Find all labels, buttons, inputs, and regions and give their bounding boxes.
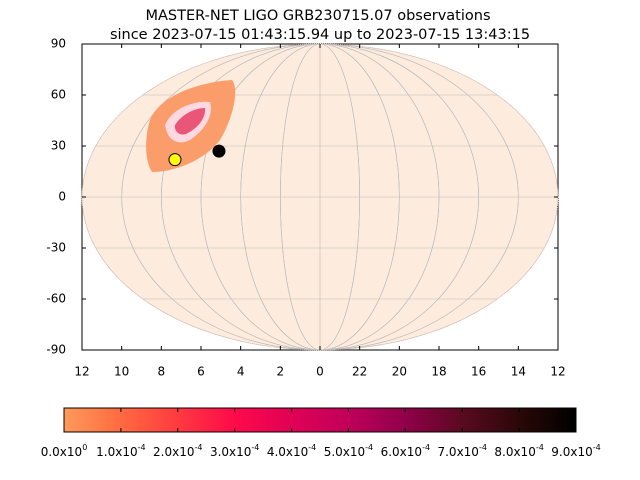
chart-subtitle: since 2023-07-15 01:43:15.94 up to 2023-… <box>110 27 530 43</box>
x-tick-label: 4 <box>237 365 245 379</box>
y-tick-label: 90 <box>51 37 66 51</box>
x-tick-label: 12 <box>550 365 565 379</box>
colorbar-tick-label: 5.0x10-4 <box>324 443 373 459</box>
observation-point <box>168 153 182 167</box>
tick-mantissa: 8.0x10 <box>494 445 535 459</box>
colorbar-tick-label: 0.0x100 <box>41 443 88 459</box>
colorbar-scale <box>63 407 577 433</box>
x-tick-label: 10 <box>114 365 129 379</box>
x-tick-label: 16 <box>471 365 486 379</box>
y-tick-label: 0 <box>58 190 66 204</box>
tick-mantissa: 2.0x10 <box>153 445 194 459</box>
x-tick-label: 18 <box>431 365 446 379</box>
tick-exponent: -4 <box>422 443 430 452</box>
x-tick-label: 20 <box>392 365 407 379</box>
colorbar-tick-label: 6.0x10-4 <box>381 443 430 459</box>
observation-point <box>212 144 226 158</box>
colorbar-tick-label: 8.0x10-4 <box>494 443 543 459</box>
colorbar-tick-label: 4.0x10-4 <box>267 443 316 459</box>
tick-mantissa: 9.0x10 <box>551 445 592 459</box>
grid-line <box>121 44 519 350</box>
tick-exponent: -4 <box>251 443 259 452</box>
x-tick-label: 14 <box>511 365 526 379</box>
grid-line <box>240 44 400 350</box>
chart-title: MASTER-NET LIGO GRB230715.07 observation… <box>145 8 490 24</box>
grid <box>82 44 558 350</box>
tick-exponent: -4 <box>593 443 601 452</box>
colorbar-tick-label: 9.0x10-4 <box>551 443 600 459</box>
x-tick-label: 12 <box>74 365 89 379</box>
x-tick-label: 0 <box>316 365 324 379</box>
x-tick-label: 2 <box>277 365 285 379</box>
x-tick-label: 22 <box>352 365 367 379</box>
grid-line <box>161 44 479 350</box>
tick-exponent: -4 <box>138 443 146 452</box>
y-tick-label: 60 <box>51 88 66 102</box>
colorbar-tick-label: 3.0x10-4 <box>210 443 259 459</box>
x-tick-label: 8 <box>158 365 166 379</box>
colorbar-tick-label: 7.0x10-4 <box>437 443 486 459</box>
tick-exponent: -4 <box>479 443 487 452</box>
tick-mantissa: 5.0x10 <box>324 445 365 459</box>
y-tick-label: 30 <box>51 139 66 153</box>
region-core <box>174 108 206 135</box>
tick-mantissa: 3.0x10 <box>210 445 251 459</box>
colorbar-tick-label: 2.0x10-4 <box>153 443 202 459</box>
tick-mantissa: 0.0x10 <box>41 445 82 459</box>
tick-mantissa: 1.0x10 <box>96 445 137 459</box>
tick-exponent: -4 <box>365 443 373 452</box>
colorbar: 0.0x100 1.0x10-4 2.0x10-4 3.0x10-4 4.0x10-4 5… <box>41 407 601 459</box>
grid-line <box>200 44 440 350</box>
y-tick-label: -60 <box>46 292 66 306</box>
tick-mantissa: 7.0x10 <box>437 445 478 459</box>
tick-exponent: -4 <box>195 443 203 452</box>
grid-line <box>280 44 360 350</box>
x-tick-label: 6 <box>197 365 205 379</box>
points <box>168 144 226 167</box>
y-tick-label: -30 <box>46 241 66 255</box>
tick-mantissa: 6.0x10 <box>381 445 422 459</box>
y-tick-label: -90 <box>46 343 66 357</box>
tick-exponent: -4 <box>536 443 544 452</box>
colorbar-tick-label: 1.0x10-4 <box>96 443 145 459</box>
probability-region <box>146 80 236 172</box>
tick-exponent: 0 <box>82 443 87 452</box>
tick-mantissa: 4.0x10 <box>267 445 308 459</box>
tick-exponent: -4 <box>308 443 316 452</box>
